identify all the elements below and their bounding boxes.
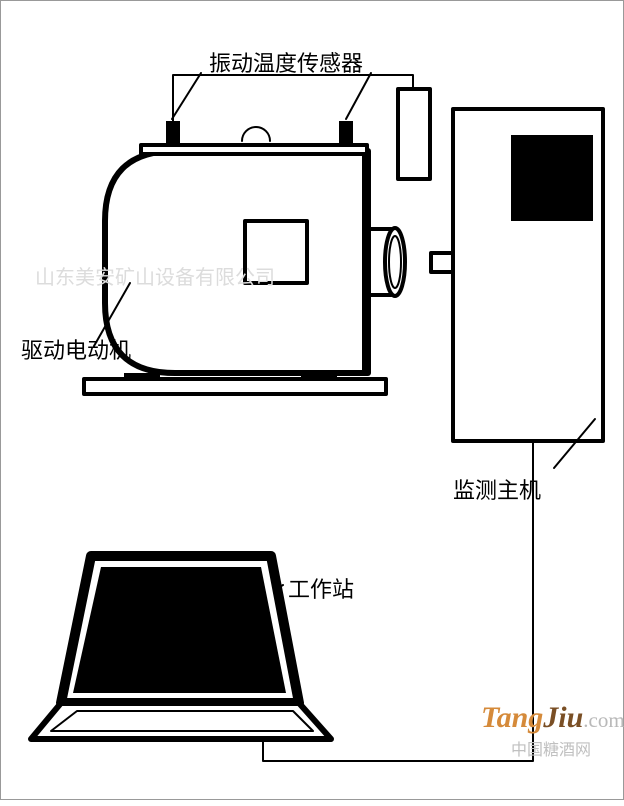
diagram-svg — [1, 1, 624, 801]
label-motor: 驱动电动机 — [21, 333, 131, 365]
label-station: 工作站 — [288, 572, 354, 604]
label-sensor: 振动温度传感器 — [209, 46, 363, 78]
label-host: 监测主机 — [453, 473, 541, 505]
